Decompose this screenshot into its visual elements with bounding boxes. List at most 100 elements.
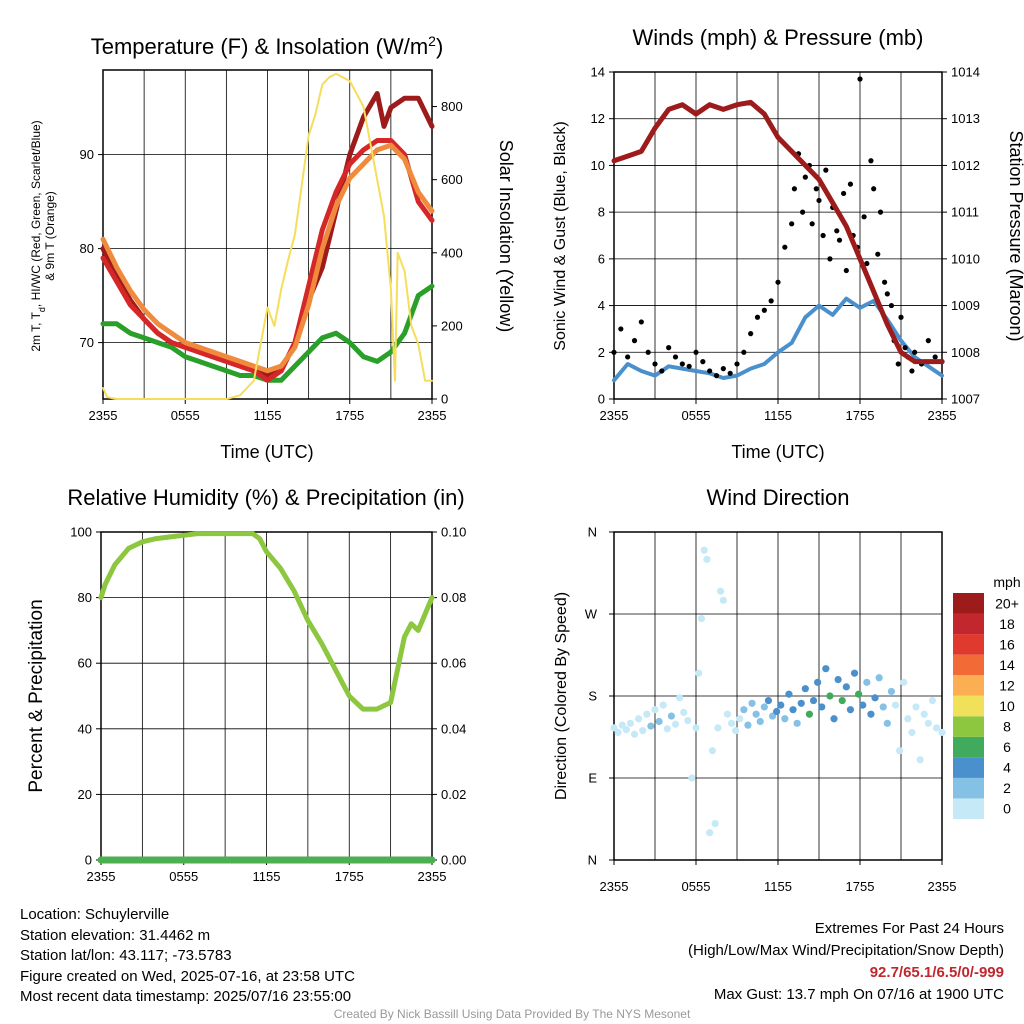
direction-point (714, 724, 722, 732)
legend-label: 14 (999, 657, 1015, 673)
gust-point (836, 237, 843, 243)
rh-y-tick-label: 60 (78, 656, 92, 671)
legend-label: 8 (1003, 719, 1011, 735)
legend-swatch (953, 654, 984, 676)
direction-point (695, 669, 703, 677)
direction-point (883, 719, 891, 727)
gust-point (875, 251, 881, 257)
wind-y2-tick-label: 1013 (951, 111, 980, 126)
rh-panel-title: Relative Humidity (%) & Precipitation (i… (67, 485, 464, 510)
extremes-box: Extremes For Past 24 Hours (High/Low/Max… (688, 918, 1004, 1006)
latlon-text: Station lat/lon: 43.117; -73.5783 (20, 947, 232, 964)
gust-point (820, 232, 826, 239)
direction-point (842, 683, 850, 691)
gust-point (902, 345, 908, 351)
gust-point (782, 244, 788, 250)
rh-precip-plot: 2355 0555 1155 1755 23550204060801000.000.02… (70, 525, 466, 885)
legend-swatch (953, 695, 984, 717)
gust-point (652, 361, 658, 367)
direction-point (752, 710, 760, 718)
direction-point (928, 696, 937, 705)
direction-point (663, 725, 671, 733)
temp-y-tick-label: 80 (80, 241, 94, 256)
wind-y-tick-label: 10 (591, 158, 605, 173)
direction-point (697, 614, 706, 623)
temp-y-tick-label: 90 (80, 147, 94, 162)
svg-text:& 9m T (Orange): & 9m T (Orange) (43, 191, 57, 281)
dir-panel-title: Wind Direction (706, 485, 849, 510)
dir-x-tick-label: 0555 (682, 879, 711, 894)
gust-point (802, 174, 808, 180)
max-gust-text: Max Gust: 13.7 mph On 07/16 at 1900 UTC (713, 986, 1004, 1003)
extremes-values: 92.7/65.1/6.5/0/-999 (869, 964, 1004, 981)
wind-y2-tick-label: 1008 (951, 345, 980, 360)
direction-point (659, 701, 667, 709)
temp-x-tick-label: 0555 (171, 408, 200, 423)
legend-label: 16 (999, 636, 1015, 652)
gust-point (847, 181, 854, 187)
direction-point (676, 694, 684, 702)
gust-point (625, 354, 631, 360)
direction-point (859, 701, 867, 709)
gust-point (932, 354, 938, 360)
direction-point (805, 710, 814, 718)
legend-title: mph (993, 574, 1020, 590)
dir-x-tick-label: 2355 (928, 879, 957, 894)
extremes-subtitle: (High/Low/Max Wind/Precipitation/Snow De… (688, 942, 1004, 959)
direction-point (748, 699, 756, 707)
wind-x-tick-label: 2355 (928, 408, 957, 423)
elevation-text: Station elevation: 31.4462 m (20, 926, 211, 944)
wind-x-tick-label: 2355 (600, 408, 629, 423)
legend-swatch (953, 736, 984, 758)
gust-point (713, 373, 720, 379)
gust-point (809, 221, 815, 227)
gust-point (645, 349, 651, 355)
direction-point (793, 719, 801, 727)
pressure-axis-label: Station Pressure (Maroon) (1006, 130, 1024, 341)
rh-y2-tick-label: 0.02 (441, 787, 466, 802)
gust-point (775, 279, 781, 285)
wind-y2-tick-label: 1010 (951, 251, 980, 266)
direction-point (667, 712, 676, 720)
direction-point (777, 701, 785, 709)
gust-point (693, 349, 699, 355)
temp-y2-tick-label: 800 (441, 99, 463, 114)
legend-swatch (953, 757, 984, 778)
dir-y-tick-label: N (588, 525, 597, 540)
direction-point (875, 674, 883, 682)
rh-y-tick-label: 40 (78, 721, 92, 736)
wind-x-tick-label: 0555 (682, 408, 711, 423)
direction-point (801, 685, 809, 693)
gust-point (611, 349, 617, 355)
temp-y-axis-label: 2m T, Td, HI/WC (Red, Green, Scarlet/Blu… (29, 120, 57, 351)
wind-y2-tick-label: 1012 (951, 158, 980, 173)
temp-y2-tick-label: 600 (441, 172, 463, 187)
gust-point (898, 314, 904, 320)
svg-text:2m T, Td, HI/WC (Red, Green, S: 2m T, Td, HI/WC (Red, Green, Scarlet/Blu… (29, 120, 47, 351)
gust-point (888, 302, 895, 309)
direction-point (912, 703, 920, 711)
direction-point (855, 690, 863, 698)
gust-point (727, 370, 733, 376)
direction-point (723, 710, 732, 718)
direction-point (717, 587, 725, 595)
speed-legend: mph 0 2 4 6 8 10 12 14 16 18 20+ (953, 574, 1021, 819)
rh-y2-tick-label: 0.06 (441, 656, 466, 671)
wind-y2-tick-label: 1011 (951, 205, 979, 220)
direction-point (732, 727, 740, 735)
wind-panel-title: Winds (mph) & Pressure (mb) (633, 25, 924, 50)
wind-y-tick-label: 2 (598, 345, 605, 360)
wind-y-tick-label: 12 (591, 111, 605, 126)
hiwc-line (100, 138, 435, 383)
direction-point (727, 719, 736, 727)
direction-point (891, 701, 900, 709)
wind-y-tick-label: 0 (598, 392, 605, 407)
direction-point (904, 715, 912, 723)
gust-point (834, 228, 840, 234)
direction-point (850, 669, 859, 677)
rh-x-tick-label: 2355 (87, 869, 116, 884)
gust-point (823, 167, 829, 173)
wind-y2-tick-label: 1014 (951, 65, 980, 80)
direction-point (814, 678, 822, 686)
dir-x-tick-label: 1755 (846, 879, 875, 894)
